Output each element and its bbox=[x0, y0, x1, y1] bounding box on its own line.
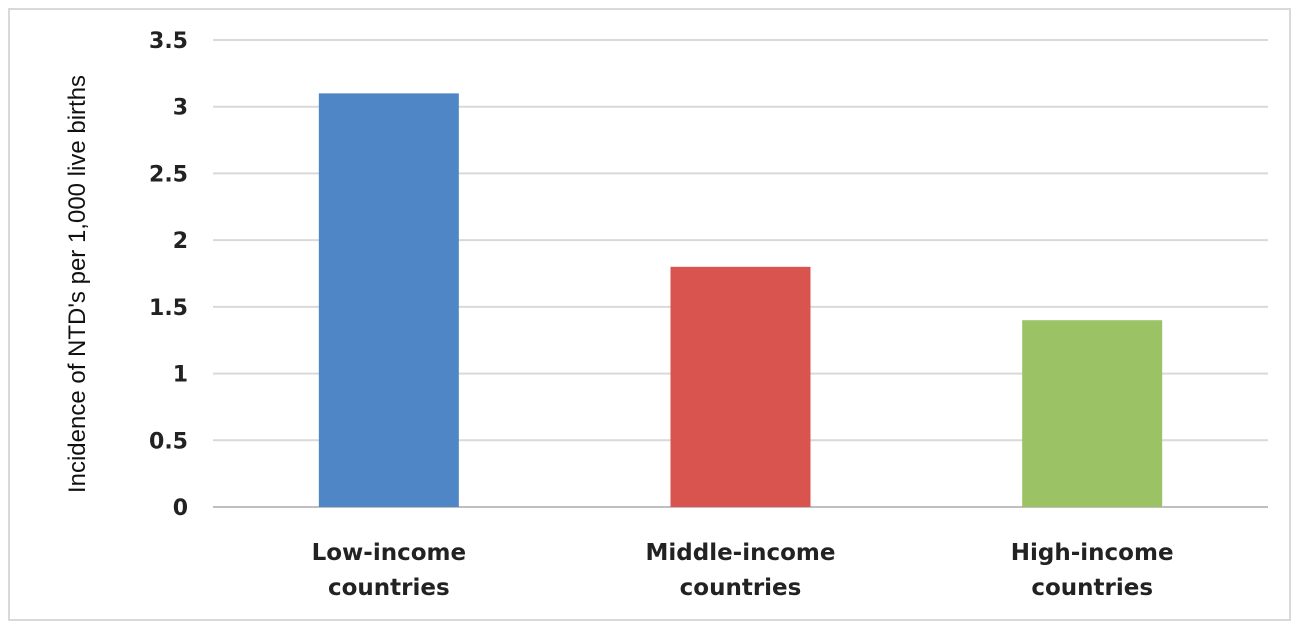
x-tick-label: countries bbox=[328, 575, 450, 601]
x-tick-label: countries bbox=[680, 575, 802, 601]
bar bbox=[1022, 320, 1163, 507]
x-tick-label: High-income bbox=[1011, 540, 1174, 566]
x-tick-label: Low-income bbox=[312, 540, 467, 566]
bar bbox=[318, 93, 459, 507]
bar bbox=[670, 266, 811, 507]
y-tick-label: 3.5 bbox=[149, 29, 188, 54]
bars bbox=[318, 93, 1163, 507]
y-tick-label: 2 bbox=[173, 229, 188, 254]
y-tick-label: 0.5 bbox=[149, 429, 188, 454]
y-axis-ticks: 0 0.5 1 1.5 2 2.5 3 3.5 bbox=[149, 29, 188, 521]
x-axis-labels: Low-income countries Middle-income countrie… bbox=[312, 540, 1174, 601]
x-tick-label: Middle-income bbox=[646, 540, 836, 566]
chart-frame bbox=[8, 8, 1291, 621]
x-tick-label: countries bbox=[1031, 575, 1153, 601]
y-tick-label: 1.5 bbox=[149, 296, 188, 321]
y-axis-label: Incidence of NTD's per 1,000 live births bbox=[64, 74, 91, 494]
y-tick-label: 3 bbox=[173, 96, 188, 121]
y-tick-label: 1 bbox=[173, 363, 188, 388]
y-tick-label: 2.5 bbox=[149, 162, 188, 187]
y-tick-label: 0 bbox=[173, 496, 188, 521]
